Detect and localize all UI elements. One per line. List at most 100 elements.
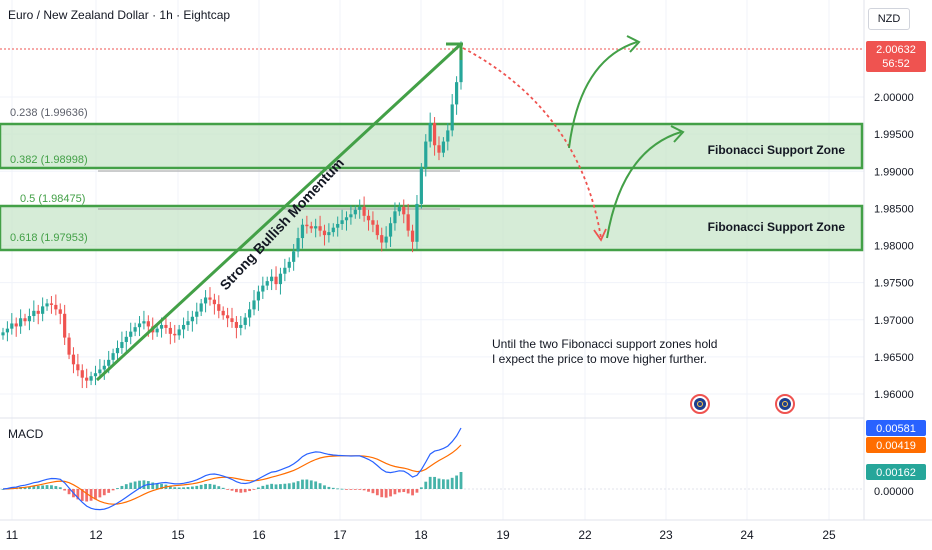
event-flag-icon[interactable] [690,394,710,414]
zone-label-lower: Fibonacci Support Zone [708,220,846,234]
fib-level-0382: 0.382 (1.98998) [10,154,88,166]
candle [450,94,454,137]
macd-histogram-bar [393,489,397,495]
candle [265,276,269,291]
candle [63,304,67,345]
candle [309,221,313,233]
candle [432,117,437,156]
y-tick-label: 1.98500 [874,203,914,215]
macd-histogram-bar [402,489,406,493]
x-tick-label: 12 [89,528,103,542]
candle [190,310,194,332]
candle [14,317,18,337]
x-tick-label: 15 [171,528,185,542]
candle [76,353,80,377]
macd-histogram-bar [32,485,36,489]
macd-histogram-bar [384,489,388,498]
macd-histogram-bar [397,489,401,493]
macd-histogram-bar [459,471,463,489]
macd-histogram-bar [155,483,159,489]
candle [384,226,388,249]
macd-histogram-bar [67,489,71,495]
time-axis[interactable]: 11 12 15 16 17 18 19 22 23 24 25 [6,528,836,542]
candle [221,306,225,320]
candle [252,290,256,316]
candle [115,340,120,363]
macd-histogram-bar [63,489,67,491]
fib-level-0238: 0.238 (1.99636) [10,107,88,119]
x-tick-label: 25 [822,528,836,542]
macd-histogram-bar [190,486,194,489]
candle [93,365,98,386]
macd-histogram-bar [296,481,300,489]
candle [67,333,71,360]
last-price-badge: 2.00632 56:52 [866,41,926,72]
candle [327,223,331,243]
candle [366,209,371,231]
macd-histogram-bar [212,484,216,489]
candle [270,269,274,291]
candles [1,41,463,389]
candle [300,218,305,249]
candle [54,294,58,316]
event-flag-icon[interactable] [775,394,795,414]
macd-histogram-bar [226,489,229,490]
macd-histogram-bar [349,489,353,490]
price-axis[interactable]: 1.96000 1.96500 1.97000 1.97500 1.98000 1.985… [874,92,914,401]
macd-histogram-bar [23,486,27,489]
candle [415,195,419,250]
candle [10,313,14,335]
forecast-path [462,47,607,242]
signal-value-badge: 0.00419 [866,437,926,453]
candle [239,316,243,336]
macd-histogram-bar [274,484,278,489]
macd-histogram-bar [261,485,265,489]
candle [393,202,397,231]
macd-histogram-bar [340,488,344,490]
candle [129,322,133,345]
macd-histogram-bar [58,487,62,489]
histogram-value-badge: 0.00162 [866,464,926,480]
x-tick-label: 18 [414,528,428,542]
macd-histogram-bar [116,488,119,489]
candle [402,199,406,224]
candle [419,163,423,209]
macd-histogram-bar [257,487,260,489]
candle [195,302,199,325]
macd-histogram-bar [415,489,419,493]
macd-histogram-bar [375,489,379,496]
currency-selector[interactable]: NZD [868,8,910,30]
macd-histogram-bar [177,487,181,489]
candle [181,317,186,339]
candle [71,347,76,374]
macd-histogram-bar [301,479,304,489]
macd-histogram-bar [208,483,212,489]
macd-histogram-bar [124,484,128,489]
last-price-value: 2.00632 [876,44,916,56]
candle [428,112,432,148]
candle [142,310,146,330]
macd-histogram-bar [138,480,141,489]
candle [261,276,265,299]
y-tick-label: 1.98000 [874,241,914,253]
macd-value-badge: 0.00581 [866,420,926,436]
macd-histogram-bar [45,485,49,489]
candle [336,216,340,237]
candle [212,293,216,315]
note-line-2: I expect the price to move higher furthe… [492,352,707,366]
candle [314,218,318,238]
candle [406,203,410,237]
y-tick-label: 2.00000 [874,92,914,104]
candle [388,217,393,247]
macd-histogram-bar [362,489,366,491]
candle [85,368,89,389]
candle [124,330,128,353]
candle [410,224,415,253]
candle [454,76,459,115]
x-tick-label: 16 [252,528,266,542]
macd-histogram-bar [133,481,137,489]
macd-line [2,427,462,511]
candle [397,202,401,216]
macd-histogram-bar [265,484,269,489]
